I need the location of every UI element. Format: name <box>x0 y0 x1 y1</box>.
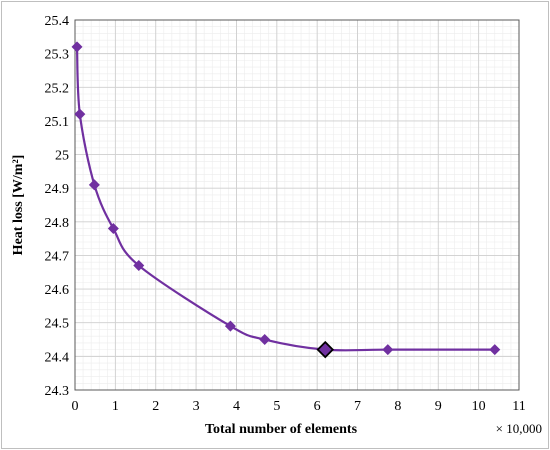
highlighted-data-point-marker <box>316 340 335 359</box>
major-gridlines <box>74 19 520 391</box>
y-tick-label: 25.1 <box>45 115 70 130</box>
y-axis-title: Heat loss [W/m²] <box>11 155 26 256</box>
x-axis-title: Total number of elements <box>205 422 358 437</box>
y-tick-label: 25.4 <box>45 14 70 29</box>
x-tick-label: 10 <box>472 399 486 414</box>
x-tick-label: 4 <box>233 399 240 414</box>
data-point-marker <box>74 108 86 120</box>
x-tick-label: 1 <box>112 399 119 414</box>
x-tick-label: 3 <box>193 399 200 414</box>
data-point-marker <box>88 179 100 191</box>
y-tick-label: 24.3 <box>45 384 70 399</box>
data-point-marker <box>107 223 119 235</box>
x-tick-label: 5 <box>273 399 280 414</box>
x-tick-label: 7 <box>354 399 361 414</box>
y-tick-label: 24.5 <box>45 317 70 332</box>
data-point-marker <box>382 344 394 356</box>
y-tick-label: 24.9 <box>45 182 70 197</box>
x-tick-label: 8 <box>394 399 401 414</box>
y-tick-label: 25.3 <box>45 48 70 63</box>
data-point-marker <box>71 41 83 53</box>
plot-area-border <box>74 19 520 391</box>
y-tick-label: 24.4 <box>45 350 70 365</box>
series-markers <box>71 41 501 359</box>
x-tick-label: 6 <box>314 399 321 414</box>
data-point-marker <box>224 320 236 332</box>
x-axis-multiplier-label: × 10,000 <box>496 421 542 436</box>
x-tick-label: 9 <box>435 399 442 414</box>
minor-gridlines <box>74 19 520 391</box>
x-axis-tick-labels: 0 1 2 3 4 5 6 7 8 9 10 11 <box>72 399 526 414</box>
data-point-marker <box>489 344 501 356</box>
x-tick-label: 2 <box>152 399 159 414</box>
data-point-marker <box>259 334 271 346</box>
x-tick-label: 0 <box>72 399 79 414</box>
y-tick-label: 24.6 <box>45 283 70 298</box>
y-axis-tick-labels: 24.3 24.4 24.5 24.6 24.7 24.8 24.9 25 25.1 25.2 25… <box>45 14 70 399</box>
x-tick-label: 11 <box>512 399 525 414</box>
y-tick-label: 24.8 <box>45 216 70 231</box>
y-tick-label: 25 <box>55 149 69 164</box>
data-point-marker <box>133 260 145 272</box>
y-tick-label: 25.2 <box>45 81 70 96</box>
series-curve <box>75 46 495 352</box>
y-tick-label: 24.7 <box>45 249 70 264</box>
